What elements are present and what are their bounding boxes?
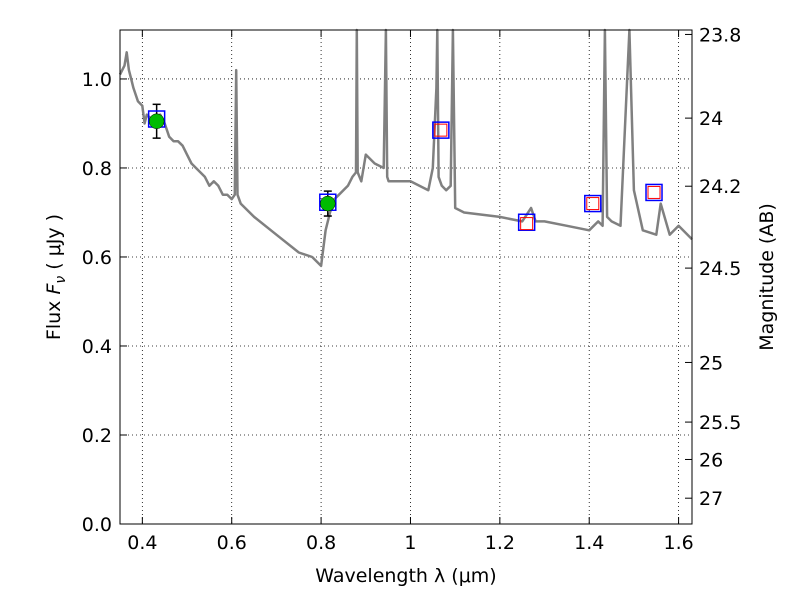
y2-tick-label: 24.2 bbox=[699, 176, 741, 198]
photometry-layer bbox=[147, 103, 663, 232]
detection-marker bbox=[148, 113, 165, 129]
y-axis-title-symbol: F bbox=[43, 283, 65, 295]
y-axis-title-subscript: ν bbox=[53, 276, 69, 284]
y-tick-label: 1.0 bbox=[82, 69, 112, 91]
spectrum-layer bbox=[118, 28, 693, 268]
model-band-marker bbox=[432, 121, 450, 139]
y2-tick-label: 27 bbox=[699, 488, 723, 510]
y-tick-label: 0.2 bbox=[82, 425, 112, 447]
tick-labels: 0.4 0.6 0.8 1 1.2 1.4 1.6 0.0 0.2 0.4 0.6 0.8 1.0 23.… bbox=[82, 24, 742, 554]
y2-tick-label: 25.5 bbox=[699, 412, 741, 434]
y2-tick-label: 24.5 bbox=[699, 258, 741, 280]
y-tick-label: 0.4 bbox=[82, 336, 112, 358]
y-tick-label: 0.8 bbox=[82, 158, 112, 180]
x-tick-label: 1.2 bbox=[485, 532, 515, 554]
y-tick-label: 0.6 bbox=[82, 247, 112, 269]
y-tick-label: 0.0 bbox=[82, 514, 112, 536]
limit-marker bbox=[434, 123, 448, 137]
y-axis-title-suffix: ( μJy ) bbox=[43, 214, 65, 276]
model-spectrum-line bbox=[118, 28, 693, 268]
y2-tick-label: 24 bbox=[699, 108, 723, 130]
x-axis-title: Wavelength λ (μm) bbox=[315, 565, 496, 587]
y-axis-title-prefix: Flux bbox=[43, 295, 65, 341]
ticks bbox=[120, 30, 692, 525]
x-tick-label: 1.6 bbox=[663, 532, 693, 554]
limit-marker bbox=[647, 185, 661, 199]
x-tick-label: 0.4 bbox=[127, 532, 157, 554]
x-tick-label: 1 bbox=[404, 532, 416, 554]
x-tick-label: 1.4 bbox=[574, 532, 604, 554]
limit-marker bbox=[586, 197, 600, 211]
y2-tick-label: 26 bbox=[699, 449, 723, 471]
y2-tick-label: 25 bbox=[699, 352, 723, 374]
y2-tick-label: 23.8 bbox=[699, 24, 741, 46]
detection-marker bbox=[320, 195, 336, 212]
y2-axis-title: Magnitude (AB) bbox=[756, 203, 778, 351]
x-tick-label: 0.8 bbox=[306, 532, 336, 554]
model-band-marker bbox=[517, 213, 536, 232]
model-band-marker bbox=[645, 183, 663, 202]
limit-marker bbox=[520, 217, 534, 231]
plot-frame bbox=[119, 29, 693, 525]
y-axis-title: Flux Fν ( μJy ) bbox=[43, 214, 69, 340]
model-band-marker bbox=[584, 194, 602, 213]
x-tick-label: 0.6 bbox=[217, 532, 247, 554]
